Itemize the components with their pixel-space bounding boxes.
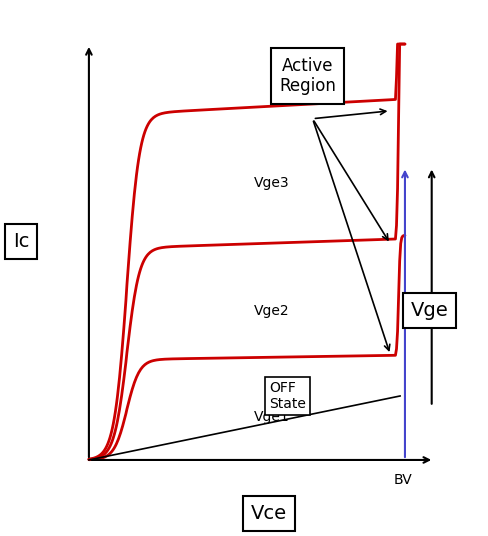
Text: OFF
State: OFF State [268,381,305,411]
Text: Active
Region: Active Region [279,57,335,95]
Text: BV: BV [392,473,411,487]
Text: Vge2: Vge2 [254,304,289,318]
Text: Ic: Ic [13,232,29,251]
Text: Vce: Vce [250,504,286,523]
Text: Vge1: Vge1 [254,410,289,425]
Text: Vge: Vge [409,301,447,320]
Text: Vge3: Vge3 [254,176,289,190]
